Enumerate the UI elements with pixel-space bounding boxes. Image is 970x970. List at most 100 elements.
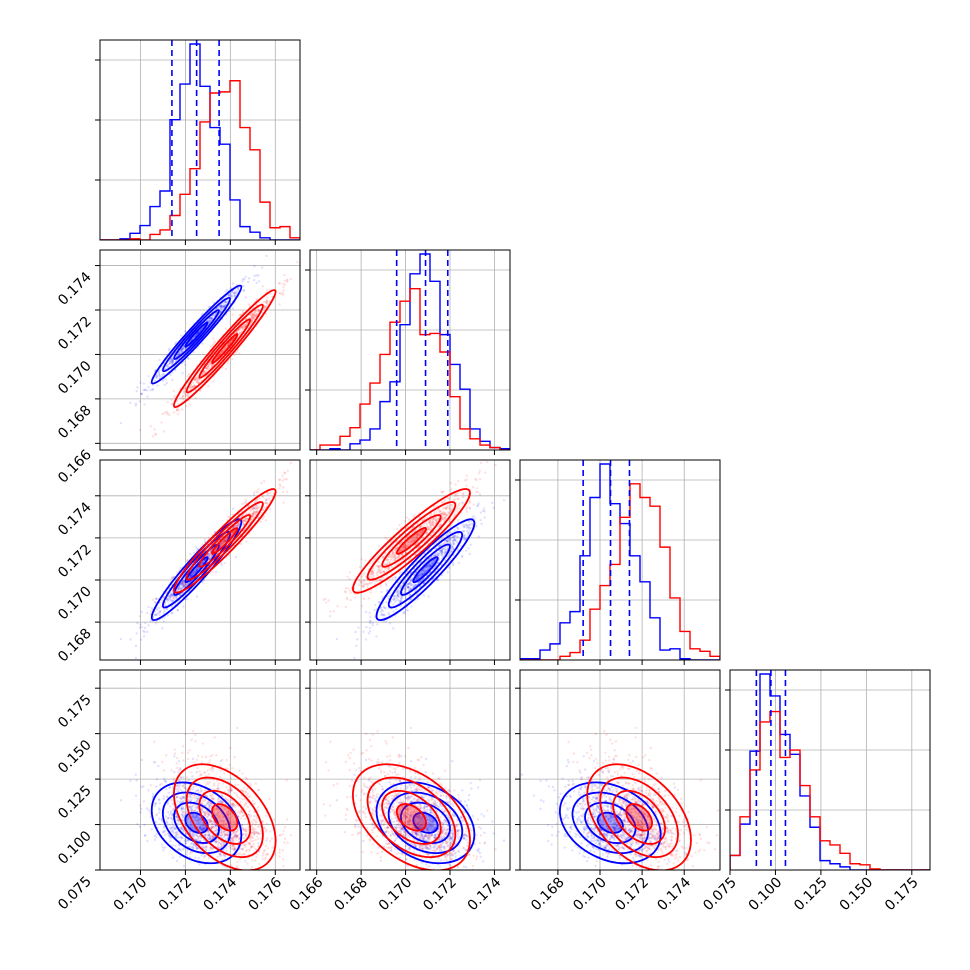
scatter-point — [238, 314, 241, 317]
scatter-point — [443, 547, 446, 551]
scatter-point — [450, 503, 454, 507]
scatter-point — [383, 563, 386, 567]
scatter-point — [139, 623, 142, 626]
scatter-point — [255, 309, 259, 313]
scatter-point — [408, 540, 411, 544]
scatter-point — [391, 551, 395, 554]
scatter-point — [301, 272, 303, 274]
scatter-point — [138, 626, 141, 629]
scatter-point — [222, 348, 226, 351]
scatter-point — [153, 379, 157, 382]
scatter-point — [138, 615, 142, 618]
scatter-point — [475, 504, 479, 508]
scatter-point — [456, 497, 459, 501]
scatter-point — [370, 573, 373, 576]
scatter-point — [304, 464, 306, 466]
scatter-point — [419, 580, 422, 583]
scatter-point — [186, 375, 189, 378]
scatter-point — [154, 601, 157, 604]
scatter-point — [226, 343, 230, 346]
scatter-point — [241, 325, 244, 328]
scatter-point — [203, 538, 207, 541]
scatter-point — [428, 557, 431, 561]
scatter-point — [188, 403, 192, 406]
scatter-point — [470, 519, 473, 523]
scatter-point — [381, 609, 384, 612]
scatter-point — [159, 609, 162, 612]
scatter-point — [170, 598, 173, 602]
scatter-point — [239, 313, 242, 317]
scatter-point — [406, 582, 410, 586]
scatter-point — [261, 494, 264, 498]
scatter-point — [462, 536, 466, 539]
scatter-point — [385, 584, 388, 587]
y-tick-label: 0.166 — [55, 447, 95, 487]
scatter-point — [446, 541, 449, 544]
y-tick-label: 0.170 — [55, 584, 95, 624]
scatter-point — [254, 504, 258, 508]
scatter-point — [382, 570, 386, 574]
scatter-point — [244, 517, 248, 520]
scatter-point — [447, 540, 450, 543]
scatter-point — [403, 587, 406, 591]
scatter-point — [139, 638, 143, 641]
scatter-point — [231, 507, 235, 510]
scatter-point — [377, 569, 380, 572]
scatter-point — [184, 404, 188, 408]
scatter-point — [250, 512, 253, 516]
scatter-point — [452, 542, 456, 545]
scatter-point — [236, 523, 240, 526]
scatter-point — [251, 512, 255, 516]
scatter-point — [437, 561, 440, 564]
scatter-point — [367, 632, 371, 635]
scatter-point — [389, 601, 393, 604]
scatter-point — [393, 554, 396, 557]
scatter-point — [240, 514, 244, 518]
scatter-point — [231, 307, 235, 310]
scatter-point — [462, 530, 465, 533]
scatter-point — [211, 533, 214, 536]
scatter-point — [158, 610, 162, 614]
scatter-point — [386, 588, 389, 592]
scatter-point — [174, 596, 178, 599]
scatter-point — [230, 533, 233, 536]
scatter-point — [437, 554, 441, 558]
scatter-point — [371, 560, 375, 563]
scatter-point — [415, 583, 418, 587]
scatter-point — [279, 292, 282, 295]
scatter-point — [202, 370, 205, 373]
scatter-point — [383, 606, 386, 610]
scatter-point — [393, 556, 396, 560]
scatter-point — [171, 359, 175, 362]
scatter-point — [212, 363, 215, 367]
scatter-point — [403, 546, 406, 550]
scatter-point — [447, 511, 450, 514]
scatter-point — [224, 539, 227, 542]
scatter-point — [166, 614, 170, 617]
scatter-point — [189, 575, 193, 578]
scatter-point — [410, 583, 414, 587]
scatter-point — [162, 612, 166, 615]
scatter-point — [208, 552, 212, 556]
scatter-point — [182, 584, 185, 587]
scatter-point — [256, 308, 260, 312]
scatter-point — [226, 361, 229, 365]
scatter-point — [494, 463, 497, 467]
scatter-point — [234, 524, 237, 528]
scatter-point — [208, 320, 211, 324]
scatter-point — [232, 353, 236, 357]
scatter-point — [223, 539, 227, 543]
scatter-point — [140, 392, 143, 396]
scatter-point — [173, 394, 176, 398]
scatter-point — [438, 510, 441, 514]
scatter-point — [234, 290, 237, 293]
scatter-point — [182, 345, 185, 348]
scatter-point — [466, 524, 469, 528]
scatter-point — [219, 542, 223, 545]
scatter-point — [406, 585, 409, 589]
scatter-point — [412, 584, 415, 588]
scatter-point — [461, 492, 464, 495]
scatter-point — [406, 609, 410, 612]
scatter-point — [392, 610, 395, 613]
scatter-point — [432, 559, 436, 562]
